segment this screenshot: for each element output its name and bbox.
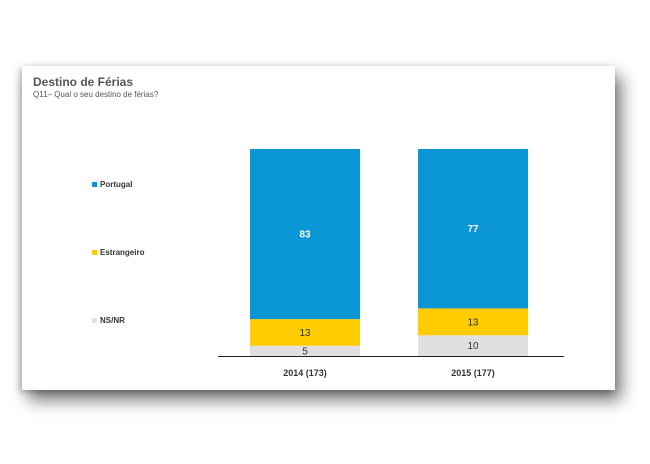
bar-ns-nr-1 bbox=[418, 335, 528, 356]
bar-estrangeiro-0 bbox=[250, 319, 360, 346]
data-label-portugal-0: 83 bbox=[299, 230, 311, 241]
legend-swatch-estrangeiro bbox=[92, 249, 97, 255]
x-tick-label-1: 2015 (177) bbox=[451, 368, 495, 378]
legend-item-ns-nr: NS/NR bbox=[92, 315, 125, 325]
data-label-estrangeiro-1: 13 bbox=[467, 317, 479, 328]
legend-item-estrangeiro: Estrangeiro bbox=[92, 247, 144, 257]
bar-portugal-0 bbox=[250, 149, 360, 320]
legend-item-portugal: Portugal bbox=[92, 179, 132, 189]
legend-label-portugal: Portugal bbox=[100, 179, 133, 189]
stacked-bar-chart: 5 13 83 2014 (173) 10 13 77 2015 (177) bbox=[218, 149, 564, 378]
legend-label-ns-nr: NS/NR bbox=[100, 315, 125, 325]
data-label-ns-nr-1: 10 bbox=[467, 341, 479, 352]
chart-slide: Destino de Férias Q11– Qual o seu destin… bbox=[22, 66, 615, 390]
data-label-portugal-1: 77 bbox=[467, 224, 479, 235]
bar-estrangeiro-1 bbox=[418, 308, 528, 336]
legend-label-estrangeiro: Estrangeiro bbox=[100, 247, 145, 257]
bar-ns-nr-0 bbox=[250, 345, 360, 356]
legend-swatch-ns-nr bbox=[92, 317, 97, 323]
legend-swatch-portugal bbox=[92, 181, 97, 187]
chart-subtitle: Q11– Qual o seu destino de férias? bbox=[33, 90, 159, 99]
bar-portugal-1 bbox=[418, 149, 528, 309]
data-label-estrangeiro-0: 13 bbox=[299, 328, 311, 339]
data-label-ns-nr-0: 5 bbox=[302, 346, 308, 357]
x-tick-label-0: 2014 (173) bbox=[283, 368, 327, 378]
chart-title: Destino de Férias bbox=[33, 75, 134, 89]
